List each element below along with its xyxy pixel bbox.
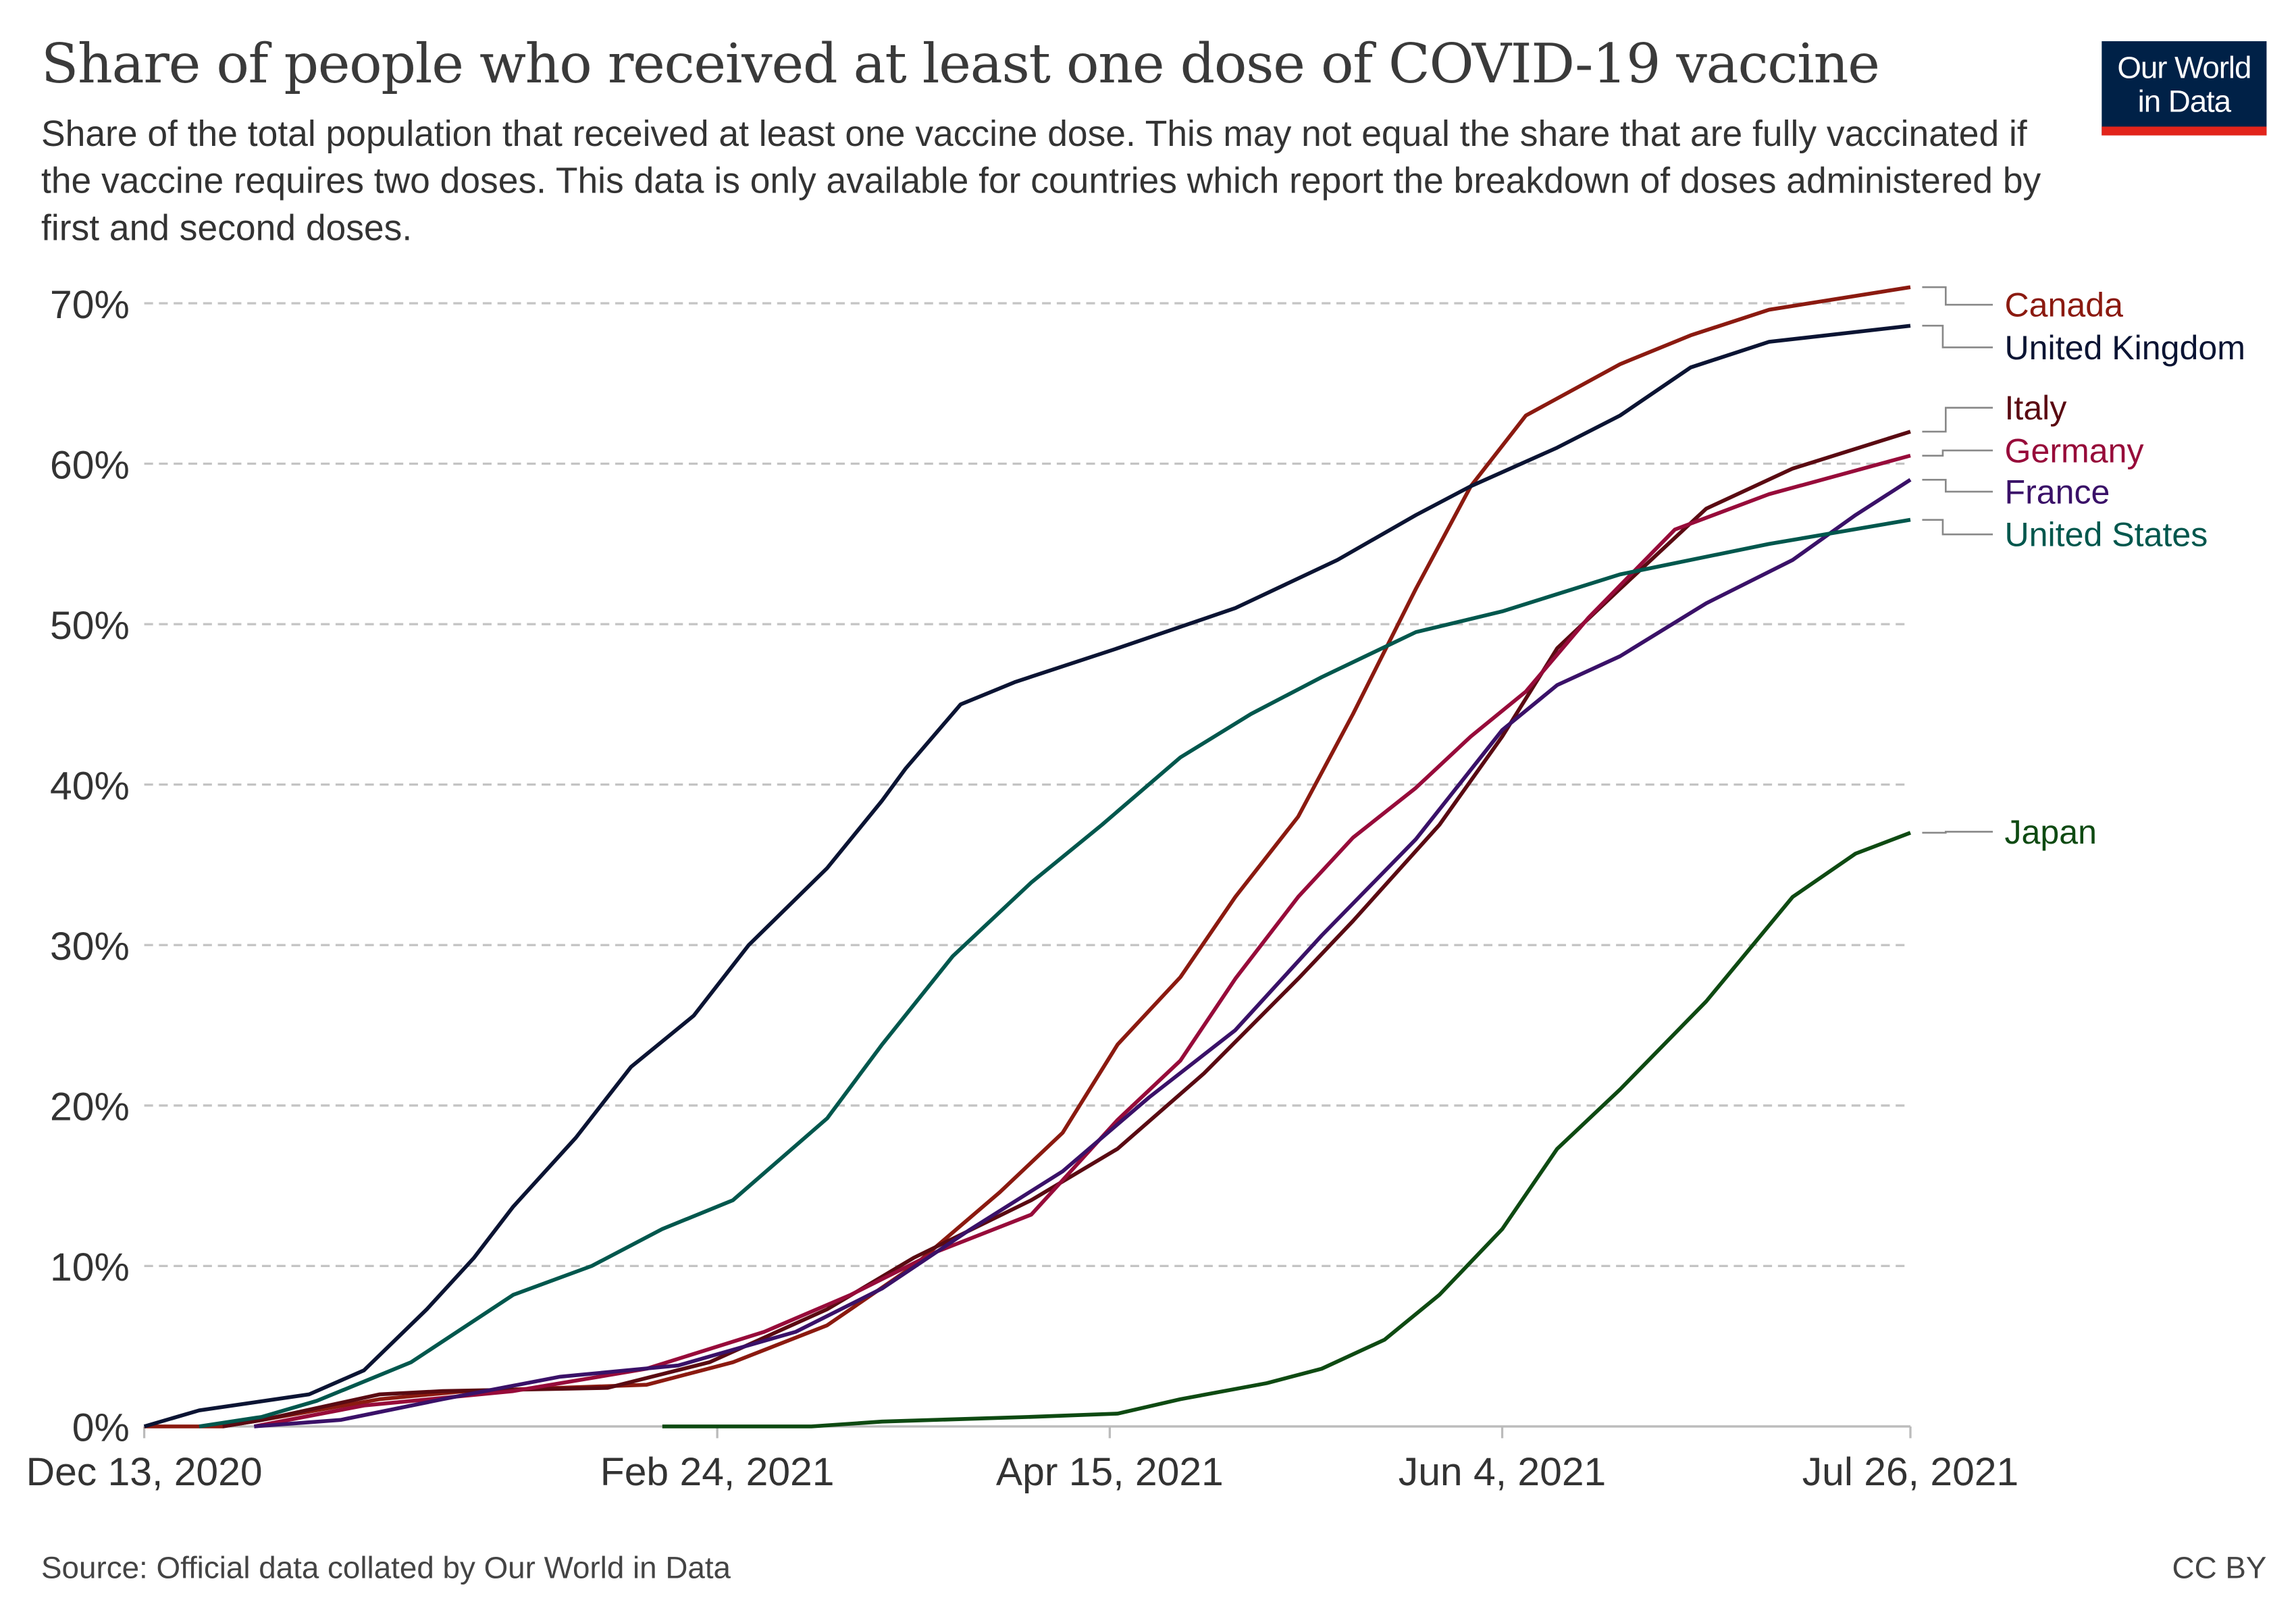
x-tick-label: Jun 4, 2021 [1399,1450,1606,1494]
license-link[interactable]: CC BY [2172,1551,2267,1586]
y-tick-label: 70% [50,283,130,327]
x-tick-label: Apr 15, 2021 [996,1450,1224,1494]
owid-logo[interactable]: Our World in Data [2102,41,2267,136]
y-tick-label: 50% [50,604,130,648]
y-tick-label: 40% [50,764,130,808]
x-tick-label: Jul 26, 2021 [1802,1450,2019,1494]
y-tick-label: 20% [50,1085,130,1129]
logo-line-2: in Data [2137,85,2232,120]
label-connector [1922,831,1993,834]
series-label: Italy [2004,389,2066,427]
label-connector [1922,519,1993,536]
label-connector [1922,449,1993,457]
y-tick-label: 10% [50,1245,130,1289]
label-connector [1922,286,1993,306]
series-label: Germany [2004,432,2143,469]
label-connector [1922,324,1993,349]
series-line-united-kingdom [143,324,1911,1429]
x-tick-label: Dec 13, 2020 [26,1450,263,1494]
series-line-italy [222,430,1911,1429]
logo-line-1: Our World [2117,51,2251,86]
series-line-japan [662,831,1911,1429]
y-tick-label: 0% [72,1406,130,1450]
y-tick-label: 30% [50,925,130,969]
chart-title: Share of people who received at least on… [41,32,1880,96]
series-label: Japan [2004,813,2097,851]
x-tick-label: Feb 24, 2021 [600,1450,835,1494]
series-line-germany [253,453,1911,1429]
source-note: Source: Official data collated by Our Wo… [41,1551,731,1586]
series-label: Canada [2004,286,2123,324]
series-label: France [2004,473,2110,511]
series-line-united-states [199,517,1911,1429]
series-line-france [254,478,1912,1429]
series-label: United Kingdom [2004,329,2245,367]
series-line-canada [144,285,1911,1429]
chart-subtitle: Share of the total population that recei… [41,115,2041,249]
y-tick-label: 60% [50,443,130,487]
label-connector [1922,407,1993,433]
label-connector [1922,478,1993,493]
series-label: United States [2004,516,2208,554]
